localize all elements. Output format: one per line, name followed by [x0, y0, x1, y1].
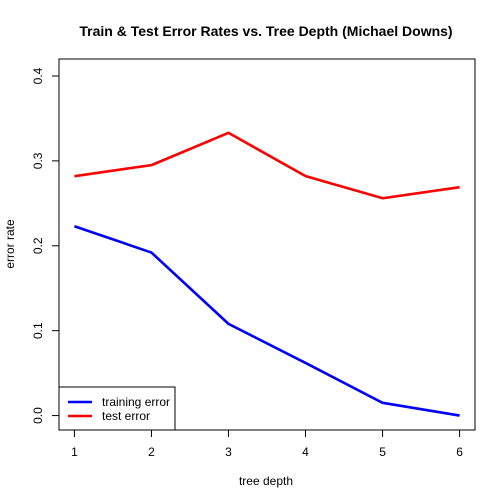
y-axis: 0.0 0.1 0.2 0.3 0.4: [31, 67, 59, 424]
y-tick-label: 0.2: [31, 237, 45, 254]
y-tick-label: 0.3: [31, 152, 45, 169]
x-tick-label: 5: [379, 445, 386, 459]
y-tick-label: 0.0: [31, 407, 45, 424]
y-axis-label: error rate: [3, 219, 17, 269]
x-axis: 1 2 3 4 5 6: [71, 430, 463, 459]
y-tick-label: 0.1: [31, 322, 45, 339]
x-tick-label: 3: [225, 445, 232, 459]
x-tick-label: 1: [71, 445, 78, 459]
plot-frame: [59, 59, 475, 430]
x-tick-label: 2: [148, 445, 155, 459]
legend-label: test error: [102, 409, 150, 423]
legend-label: training error: [102, 395, 170, 409]
x-tick-label: 6: [456, 445, 463, 459]
x-tick-label: 4: [302, 445, 309, 459]
chart-title: Train & Test Error Rates vs. Tree Depth …: [79, 23, 452, 39]
x-axis-label: tree depth: [239, 474, 293, 488]
y-tick-label: 0.4: [31, 67, 45, 84]
series-line-1: [74, 133, 459, 198]
series-layer: [74, 133, 459, 416]
